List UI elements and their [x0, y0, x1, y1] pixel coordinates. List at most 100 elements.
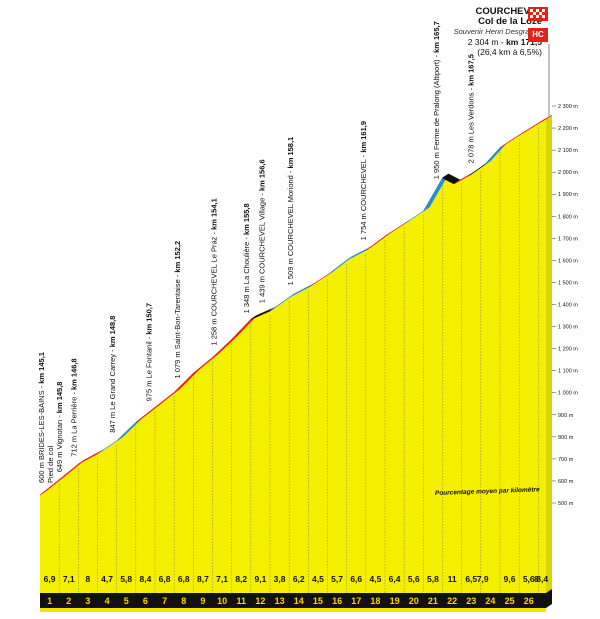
- y-tick-label: 1 600 m: [558, 258, 578, 264]
- y-tick-label: 1 900 m: [558, 192, 578, 198]
- km-number: 13: [275, 596, 285, 606]
- gradient-label: 8,4: [140, 574, 152, 584]
- gradient-label: 7,1: [216, 574, 228, 584]
- km-number: 4: [105, 596, 110, 606]
- km-number: 7: [162, 596, 167, 606]
- gradient-labels: 6,9 7,1 8 4,7 5,8 8,4 6,8 6,8 8,7 7,1 8,2 9,1 3,8 6,2…: [44, 574, 549, 584]
- waypoint-label: 2 078 m Les Verdons - km 167,5: [466, 54, 475, 163]
- gradient-label: 6,9: [44, 574, 56, 584]
- km-number: 2: [66, 596, 71, 606]
- km-number: 16: [332, 596, 342, 606]
- km-number: 11: [236, 596, 246, 606]
- km-number: 17: [351, 596, 361, 606]
- waypoint-label: 1 258 m COURCHEVEL Le Praz - km 154,1: [210, 198, 219, 345]
- base-strip: [40, 589, 552, 608]
- y-tick-label: 800 m: [558, 435, 574, 441]
- km-number: 10: [217, 596, 227, 606]
- waypoint-label: 649 m Vignotan - km 145,8: [55, 382, 64, 473]
- y-tick-label: 1 100 m: [558, 369, 578, 375]
- gradient-label: 8,7: [197, 574, 209, 584]
- km-number: 23: [466, 596, 476, 606]
- gradient-label: 5,6: [408, 574, 420, 584]
- gradient-label: 11: [448, 574, 457, 584]
- checkered-flag-icon: [528, 7, 548, 21]
- waypoint-label: 975 m Le Fontanil - km 150,7: [144, 303, 153, 401]
- gradient-label: 5,8: [427, 574, 439, 584]
- km-number: 22: [447, 596, 457, 606]
- km-number: 24: [485, 596, 495, 606]
- profile-segment: [538, 114, 553, 124]
- summit-avg: (26,4 km à 6,5%): [477, 47, 542, 57]
- km-number: 8: [181, 596, 186, 606]
- km-number: 19: [390, 596, 400, 606]
- summit-souvenir: Souvenir Henri Desgrange: [453, 27, 542, 36]
- gradient-label: 5,6: [523, 574, 535, 584]
- gradient-label: 6,8: [159, 574, 171, 584]
- y-tick-label: 2 000 m: [558, 170, 578, 176]
- gradient-label: 6,6: [350, 574, 362, 584]
- y-axis: 500 m 600 m 700 m 800 m 900 m 1 000 m 1 100 m 1…: [552, 104, 578, 507]
- gradient-label: 8,2: [235, 574, 247, 584]
- gradient-label: 3,8: [274, 574, 286, 584]
- gradient-label: 4,5: [370, 574, 382, 584]
- km-number: 20: [409, 596, 419, 606]
- y-tick-label: 1 000 m: [558, 391, 578, 397]
- km-number: 6: [143, 596, 148, 606]
- y-tick-label: 900 m: [558, 413, 574, 419]
- waypoint-label: 847 m Le Grand Carrey - km 148,8: [108, 316, 117, 433]
- y-tick-label: 1 500 m: [558, 280, 578, 286]
- km-number: 18: [370, 596, 380, 606]
- km-number: 25: [505, 596, 515, 606]
- waypoint-label: Pied de col: [46, 446, 55, 483]
- y-tick-label: 700 m: [558, 457, 574, 463]
- gradient-label: 6,8: [178, 574, 190, 584]
- gradient-label: 4,7: [101, 574, 113, 584]
- gradient-label: 6,2: [293, 574, 305, 584]
- y-tick-label: 2 300 m: [558, 104, 578, 110]
- y-tick-label: 2 200 m: [558, 126, 578, 132]
- summit-alt-km: 2 304 m - km 171,5: [467, 37, 542, 47]
- waypoint-label: 1 509 m COURCHEVEL Moriond - km 158,1: [286, 137, 295, 286]
- waypoint-label: 1 079 m Saint-Bon-Tarentaise - km 152,2: [173, 241, 182, 379]
- waypoint-label: 712 m La Perrière - km 146,8: [70, 358, 79, 456]
- km-number: 21: [428, 596, 438, 606]
- km-number: 26: [524, 596, 534, 606]
- average-gradient-note: Pourcentage moyen par kilomètre: [435, 486, 540, 497]
- gradient-label: 4,5: [312, 574, 324, 584]
- profile-fill: [40, 119, 546, 594]
- gradient-label: 8: [534, 574, 539, 584]
- y-tick-label: 1 800 m: [558, 214, 578, 220]
- waypoint-label: 1 348 m La Choulière - km 155,8: [242, 203, 251, 313]
- gradient-label: 6,4: [389, 574, 401, 584]
- profile-line: [39, 114, 553, 496]
- profile-area: [40, 115, 552, 594]
- waypoint-label: 1 950 m Ferme de Pralong (Altiport) - km…: [432, 21, 441, 179]
- waypoint-label: 600 m BRIDES-LES-BAINS - km 145,1: [37, 352, 46, 483]
- gradient-label: 8: [86, 574, 91, 584]
- waypoint-label: 1 439 m COURCHEVEL Village - km 156,6: [257, 159, 266, 303]
- km-base-strip: 1 2 3 4 5 6 7 8 9 10 11 12 13 14 15 16 17 18 19 20 21 22 23 24 2…: [40, 589, 552, 612]
- y-tick-label: 1 300 m: [558, 325, 578, 331]
- gradient-label: 9,6: [504, 574, 516, 584]
- km-number: 14: [294, 596, 304, 606]
- km-number: 5: [124, 596, 129, 606]
- km-number: 9: [200, 596, 205, 606]
- profile-side: [546, 115, 552, 594]
- summit-name-2: Col de la Loze: [478, 16, 542, 27]
- km-number: 3: [85, 596, 90, 606]
- y-tick-label: 1 200 m: [558, 347, 578, 353]
- gradient-label: 9,1: [255, 574, 267, 584]
- gradient-label: 7,1: [63, 574, 75, 584]
- waypoint-label: 1 754 m COURCHEVEL - km 161,9: [359, 121, 368, 240]
- gradient-label: 5,8: [120, 574, 132, 584]
- km-number: 15: [313, 596, 323, 606]
- km-gridlines: [58, 127, 539, 593]
- km-number: 12: [255, 596, 265, 606]
- y-tick-label: 1 700 m: [558, 236, 578, 242]
- summit-label: COURCHEVEL Col de la Loze Souvenir Henri…: [453, 7, 542, 58]
- gradient-label: 8,4: [536, 574, 548, 584]
- base-underline: [40, 608, 546, 612]
- category-badge: HC: [528, 28, 548, 42]
